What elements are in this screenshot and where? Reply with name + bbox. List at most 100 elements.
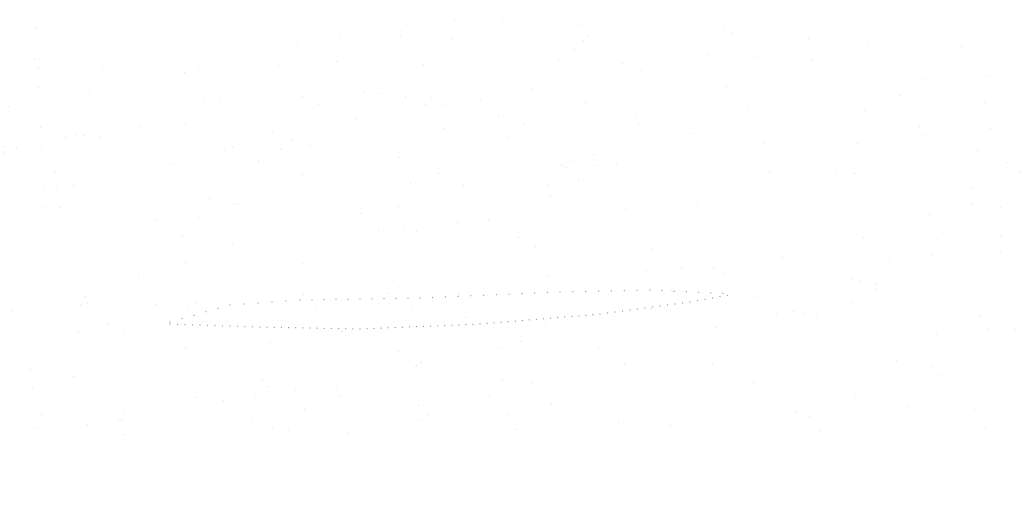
speckle — [974, 409, 976, 411]
speckle — [122, 434, 124, 436]
curve-dot — [599, 313, 601, 315]
speckle — [515, 428, 518, 430]
speckle — [415, 364, 418, 367]
speckle — [195, 301, 197, 304]
speckle — [355, 117, 358, 119]
speckle — [31, 387, 33, 389]
speckle — [271, 427, 273, 429]
speckle — [523, 122, 525, 124]
curve-dot — [352, 328, 354, 330]
speckle — [302, 95, 304, 98]
speckle — [378, 92, 380, 95]
curve-dot — [507, 321, 509, 323]
curve-dot — [366, 328, 368, 330]
speckle — [65, 136, 67, 138]
speckle — [850, 277, 853, 280]
speckle — [931, 254, 933, 256]
speckle — [360, 212, 362, 214]
speckle — [615, 162, 618, 165]
speckle — [397, 350, 400, 352]
speckle — [531, 382, 534, 384]
speckle — [250, 417, 253, 420]
curve-dot — [330, 327, 332, 329]
speckle — [731, 33, 733, 35]
speckle — [120, 419, 123, 421]
curve-dot — [623, 290, 625, 292]
curve-dot — [299, 299, 301, 301]
curve-dot — [199, 324, 201, 326]
speckle — [314, 309, 317, 311]
curve-dot — [335, 298, 337, 300]
curve-dot — [323, 299, 325, 301]
speckle — [462, 184, 464, 187]
speckle — [465, 316, 467, 319]
speckle — [988, 75, 991, 77]
speckle — [622, 63, 624, 65]
speckle — [2, 146, 4, 148]
speckle — [978, 315, 981, 318]
speckle — [918, 125, 920, 128]
speckle — [977, 149, 979, 151]
speckle — [410, 182, 412, 185]
speckle — [155, 304, 158, 306]
speckle — [203, 100, 205, 103]
speckle — [74, 135, 77, 137]
curve-dot — [636, 308, 639, 310]
speckle — [598, 346, 600, 349]
curve-dot — [311, 299, 313, 301]
speckle — [8, 106, 10, 108]
speckle — [746, 289, 748, 291]
curve-dot — [483, 294, 485, 296]
curve-dot — [493, 322, 495, 324]
speckle — [33, 427, 36, 429]
speckle — [107, 322, 109, 325]
curve-dot — [651, 306, 654, 308]
speckle — [1018, 171, 1021, 173]
curve-dot — [572, 291, 574, 293]
speckle — [377, 229, 380, 231]
curve-dot — [302, 327, 304, 329]
speckle — [426, 414, 428, 416]
speckle — [987, 328, 989, 330]
curve-dot — [259, 326, 261, 328]
speckle — [195, 396, 197, 399]
speckle — [184, 262, 187, 264]
speckle — [290, 139, 292, 141]
speckle — [640, 69, 643, 71]
curve-dot — [661, 290, 663, 292]
speckle — [935, 333, 937, 336]
speckle — [456, 222, 459, 224]
curve-dot — [169, 323, 171, 325]
speckle — [12, 309, 14, 312]
curve-dot — [726, 294, 729, 296]
speckle — [649, 307, 652, 310]
speckle — [795, 411, 797, 414]
speckle — [361, 44, 364, 46]
speckle — [37, 66, 39, 69]
curve-dot — [371, 298, 373, 300]
speckle — [80, 304, 82, 306]
speckle — [623, 363, 626, 365]
speckle — [908, 405, 910, 408]
curve-dot — [592, 314, 594, 316]
curve-dot — [347, 298, 349, 300]
speckle — [854, 172, 856, 175]
speckle — [183, 72, 186, 74]
speckle — [430, 97, 432, 99]
curve-dot — [309, 327, 311, 329]
speckle — [55, 188, 57, 191]
curve-dot — [221, 325, 224, 327]
curve-dot — [419, 297, 421, 299]
speckle — [399, 30, 401, 32]
speckle — [989, 128, 992, 130]
speckle — [970, 187, 972, 189]
speckle — [341, 330, 343, 332]
curve-dot — [535, 318, 538, 320]
speckle — [802, 312, 804, 314]
curve-dot — [696, 300, 699, 302]
speckle — [73, 375, 75, 378]
speckle — [961, 46, 963, 48]
curve-dot — [704, 298, 706, 300]
speckle — [39, 57, 41, 60]
speckle — [404, 96, 407, 98]
